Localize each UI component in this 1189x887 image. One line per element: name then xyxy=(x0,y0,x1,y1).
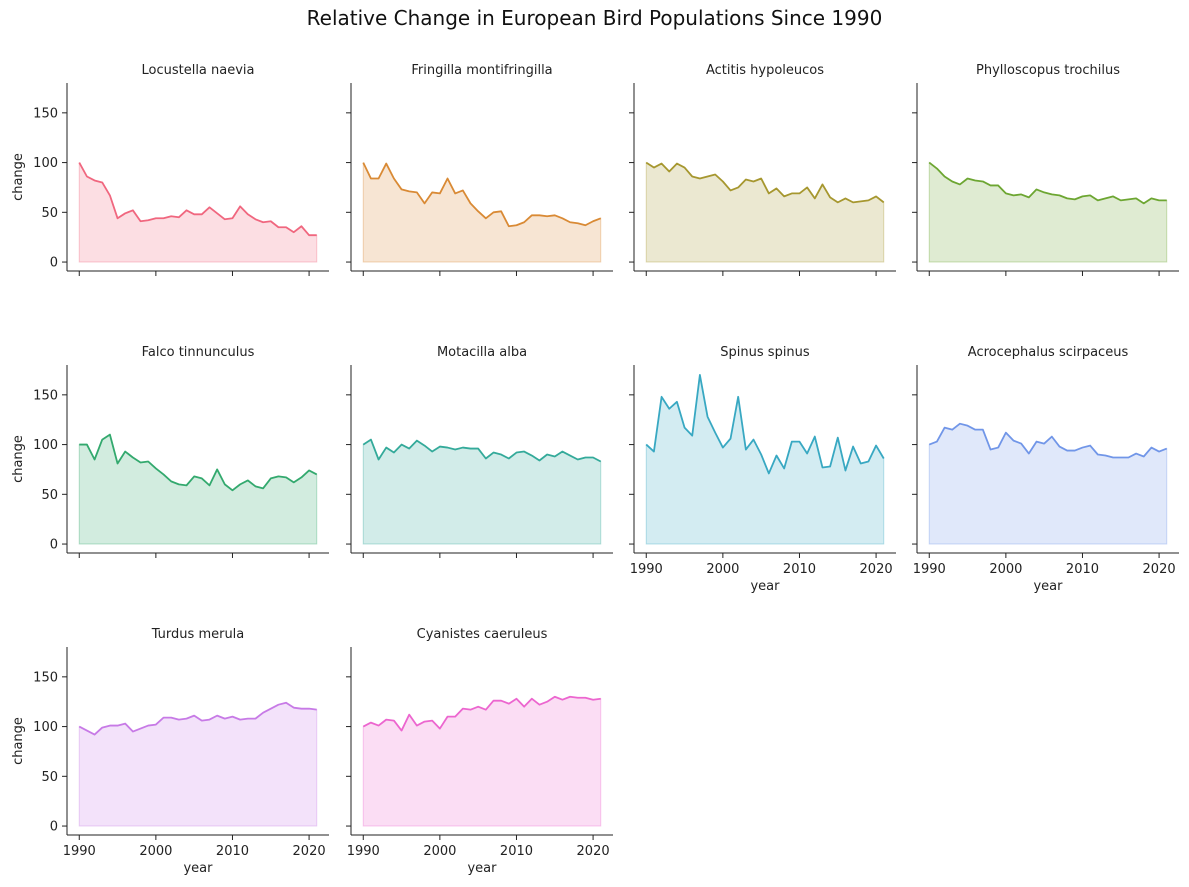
x-tick-label: 2020 xyxy=(860,562,893,577)
y-tick-label: 100 xyxy=(33,720,58,735)
facet-acrocephalus-scirpaceus: Acrocephalus scirpaceus 1990 2000 2010 2020 y… xyxy=(912,345,1179,594)
area-fill xyxy=(362,162,602,263)
area-fill xyxy=(362,438,602,545)
x-axis-label: year xyxy=(467,861,497,876)
x-tick-label: 2020 xyxy=(577,844,610,859)
x-axis-label: year xyxy=(183,861,213,876)
area-fill xyxy=(928,423,1168,545)
y-tick-label: 150 xyxy=(33,670,58,685)
series-line xyxy=(362,162,602,228)
y-tick-label: 150 xyxy=(33,106,58,121)
y-axis-label: change xyxy=(11,435,26,483)
facet-fringilla-montifringilla: Fringilla montifringilla xyxy=(346,63,613,276)
facet-phylloscopus-trochilus: Phylloscopus trochilus xyxy=(912,63,1179,276)
facet-spinus-spinus: Spinus spinus 1990 2000 2010 2020 year xyxy=(629,345,896,594)
x-tick-label: 2020 xyxy=(1143,562,1176,577)
x-tick-label: 1990 xyxy=(630,562,663,577)
panel-title: Cyanistes caeruleus xyxy=(417,627,548,642)
facet-cyanistes-caeruleus: Cyanistes caeruleus 1990 2000 2010 2020 year xyxy=(346,627,613,876)
y-tick-label: 0 xyxy=(50,820,58,835)
facet-locustella-naevia: Locustella naevia 0 50 100 150 change xyxy=(11,63,329,276)
series-line xyxy=(362,695,601,732)
panel-title: Turdus merula xyxy=(151,627,245,642)
panel-title: Phylloscopus trochilus xyxy=(976,63,1120,78)
panel-title: Falco tinnunculus xyxy=(142,345,255,360)
y-tick-label: 100 xyxy=(33,156,58,171)
figure-title: Relative Change in European Bird Populat… xyxy=(306,6,883,30)
panel-title: Motacilla alba xyxy=(437,345,527,360)
series-line xyxy=(78,162,317,237)
y-axis-label: change xyxy=(11,717,26,765)
x-tick-label: 2000 xyxy=(706,562,739,577)
y-tick-label: 150 xyxy=(33,388,58,403)
area-fill xyxy=(645,161,885,263)
panel-title: Acrocephalus scirpaceus xyxy=(968,345,1129,360)
x-tick-label: 2010 xyxy=(500,844,533,859)
series-line xyxy=(362,438,602,463)
area-fill xyxy=(78,702,318,827)
x-tick-label: 1990 xyxy=(63,844,96,859)
series-line xyxy=(928,422,1168,459)
series-line xyxy=(79,433,318,492)
y-axis-label: change xyxy=(11,153,26,201)
x-tick-label: 2010 xyxy=(783,562,816,577)
x-axis-label: year xyxy=(750,579,780,594)
x-axis-label: year xyxy=(1033,579,1063,594)
facet-falco-tinnunculus: Falco tinnunculus 0 50 100 150 change xyxy=(11,345,329,558)
y-tick-label: 100 xyxy=(33,438,58,453)
facet-actitis-hypoleucos: Actitis hypoleucos xyxy=(629,63,896,276)
facet-turdus-merula: Turdus merula 0 50 100 150 change 1990 2000 2010… xyxy=(11,627,329,876)
series-line xyxy=(645,161,885,204)
facet-motacilla-alba: Motacilla alba xyxy=(346,345,613,558)
panel-title: Actitis hypoleucos xyxy=(706,63,824,78)
x-tick-label: 1990 xyxy=(913,562,946,577)
series-line xyxy=(645,374,885,475)
x-tick-label: 2000 xyxy=(139,844,172,859)
area-fill xyxy=(928,161,1168,263)
series-line xyxy=(928,161,1167,205)
panel-title: Fringilla montifringilla xyxy=(411,63,552,78)
x-tick-label: 2000 xyxy=(989,562,1022,577)
x-tick-label: 2010 xyxy=(1066,562,1099,577)
x-tick-label: 2020 xyxy=(293,844,326,859)
x-tick-label: 2000 xyxy=(423,844,456,859)
panel-title: Spinus spinus xyxy=(720,345,810,360)
y-tick-label: 50 xyxy=(41,488,58,503)
x-tick-label: 1990 xyxy=(347,844,380,859)
y-tick-label: 0 xyxy=(50,256,58,271)
y-tick-label: 50 xyxy=(41,206,58,221)
y-tick-label: 50 xyxy=(41,770,58,785)
y-tick-label: 0 xyxy=(50,538,58,553)
x-tick-label: 2010 xyxy=(216,844,249,859)
panel-title: Locustella naevia xyxy=(141,63,254,78)
series-line xyxy=(78,701,317,736)
area-fill xyxy=(362,696,602,827)
